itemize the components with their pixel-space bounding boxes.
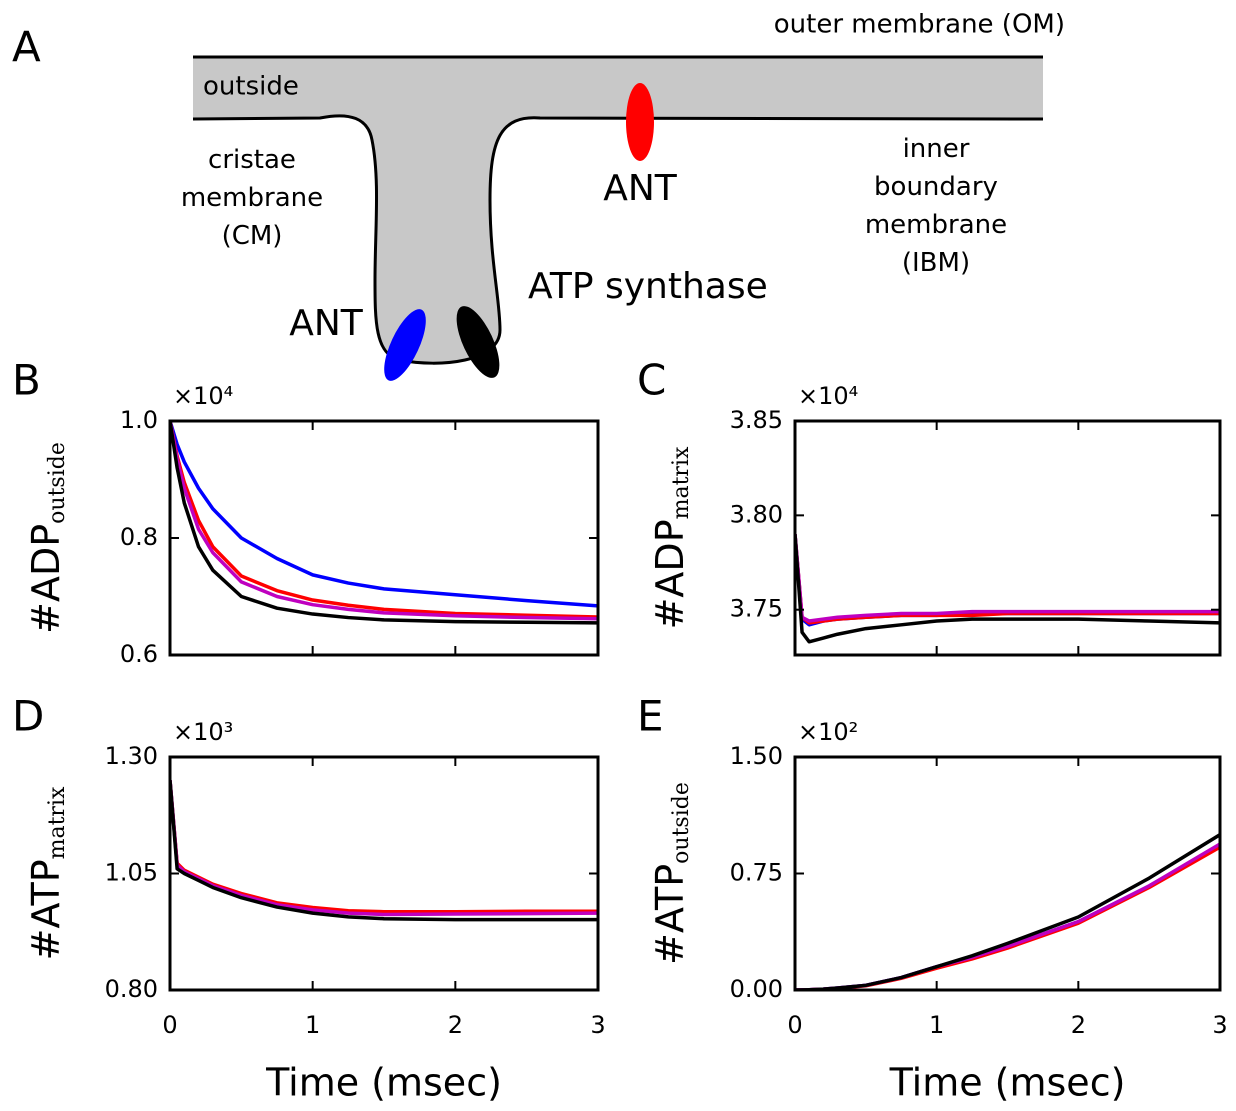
diagram: A outer membrane (OM) outside cristae mem…	[12, 10, 1065, 381]
om-label: outer membrane (OM)	[774, 10, 1065, 40]
chart: 0.6 0.8 1.0 B ×10⁴ #ADPoutside	[12, 356, 600, 668]
y-tick-label: 3.75	[730, 595, 783, 623]
series-line	[795, 534, 1220, 625]
panel-letter: E	[637, 692, 664, 741]
y-axis-label: #ATPoutside	[648, 782, 695, 965]
x-tick-label: 2	[448, 1011, 463, 1039]
series-line	[795, 842, 1220, 990]
chart: 0.80 1.05 1.30 0 1 2 3 Time (msec) D ×10³ #ATPmatr…	[12, 692, 606, 1105]
plot-frame	[793, 419, 1222, 657]
x-tick-label: 0	[787, 1011, 802, 1039]
exponent-label: ×10⁴	[798, 382, 858, 410]
x-axis-label: Time (msec)	[889, 1061, 1126, 1105]
y-tick-label: 0.6	[120, 640, 158, 668]
series-line	[795, 534, 1220, 644]
intermembrane-space	[193, 57, 1043, 364]
panel-letter: D	[12, 692, 44, 741]
plot-frame	[168, 755, 600, 992]
series-line	[170, 421, 598, 625]
y-axis-label-main: #ADP	[24, 524, 68, 634]
x-tick-label: 1	[929, 1011, 944, 1039]
y-axis-label-sub: outside	[45, 442, 70, 524]
ant-cm-label: ANT	[289, 303, 364, 344]
atp-synthase	[456, 306, 500, 378]
y-axis-label: #ADPoutside	[24, 442, 71, 634]
y-tick-label: 3.85	[730, 406, 783, 434]
y-tick-label: 3.80	[730, 500, 783, 528]
series-line	[170, 780, 598, 922]
series-line	[795, 534, 1220, 623]
series-line	[170, 421, 598, 621]
panel-letter: B	[12, 356, 41, 405]
x-tick-label: 3	[1212, 1011, 1227, 1039]
chart: 3.75 3.80 3.85 C ×10⁴ #ADPmatrix	[637, 356, 1222, 657]
y-tick-label: 1.30	[105, 742, 158, 770]
y-tick-label: 0.8	[120, 523, 158, 551]
exponent-label: ×10³	[173, 718, 233, 746]
y-axis-label-main: #ATP	[648, 864, 692, 965]
x-axis-label: Time (msec)	[265, 1061, 502, 1105]
y-tick-label: 0.80	[105, 975, 158, 1003]
y-axis-label: #ATPmatrix	[24, 786, 71, 960]
series-line	[795, 844, 1220, 990]
panel-letter: C	[637, 356, 666, 405]
exponent-label: ×10²	[798, 718, 858, 746]
ant-ibm-label: ANT	[603, 168, 678, 209]
x-tick-label: 2	[1071, 1011, 1086, 1039]
cm-label: cristae membrane (CM)	[181, 145, 323, 251]
chart: 0.00 0.75 1.50 0 1 2 3 Time (msec) E ×10² #ATPouts…	[637, 692, 1228, 1105]
y-axis-label-main: #ATP	[24, 859, 68, 960]
y-axis-label-sub: outside	[669, 782, 694, 864]
series-line	[170, 421, 598, 608]
series-line	[795, 833, 1220, 990]
x-tick-label: 1	[305, 1011, 320, 1039]
y-tick-label: 1.05	[105, 859, 158, 887]
atp-synthase-label: ATP synthase	[528, 266, 768, 307]
y-axis-label-sub: matrix	[669, 446, 694, 519]
y-axis-label: #ADPmatrix	[648, 446, 695, 629]
y-tick-label: 1.0	[120, 406, 158, 434]
ant-cm	[384, 309, 426, 381]
y-tick-label: 0.75	[730, 859, 783, 887]
ant-ibm	[626, 83, 654, 161]
ibm-label: inner boundary membrane (IBM)	[865, 134, 1007, 278]
exponent-label: ×10⁴	[173, 382, 233, 410]
x-tick-label: 0	[162, 1011, 177, 1039]
panel-letter: A	[12, 23, 41, 72]
x-tick-label: 3	[590, 1011, 605, 1039]
y-axis-label-sub: matrix	[45, 786, 70, 859]
outside-label: outside	[203, 72, 299, 102]
y-tick-label: 1.50	[730, 742, 783, 770]
series-line	[795, 845, 1220, 990]
y-axis-label-main: #ADP	[648, 519, 692, 629]
y-tick-label: 0.00	[730, 975, 783, 1003]
